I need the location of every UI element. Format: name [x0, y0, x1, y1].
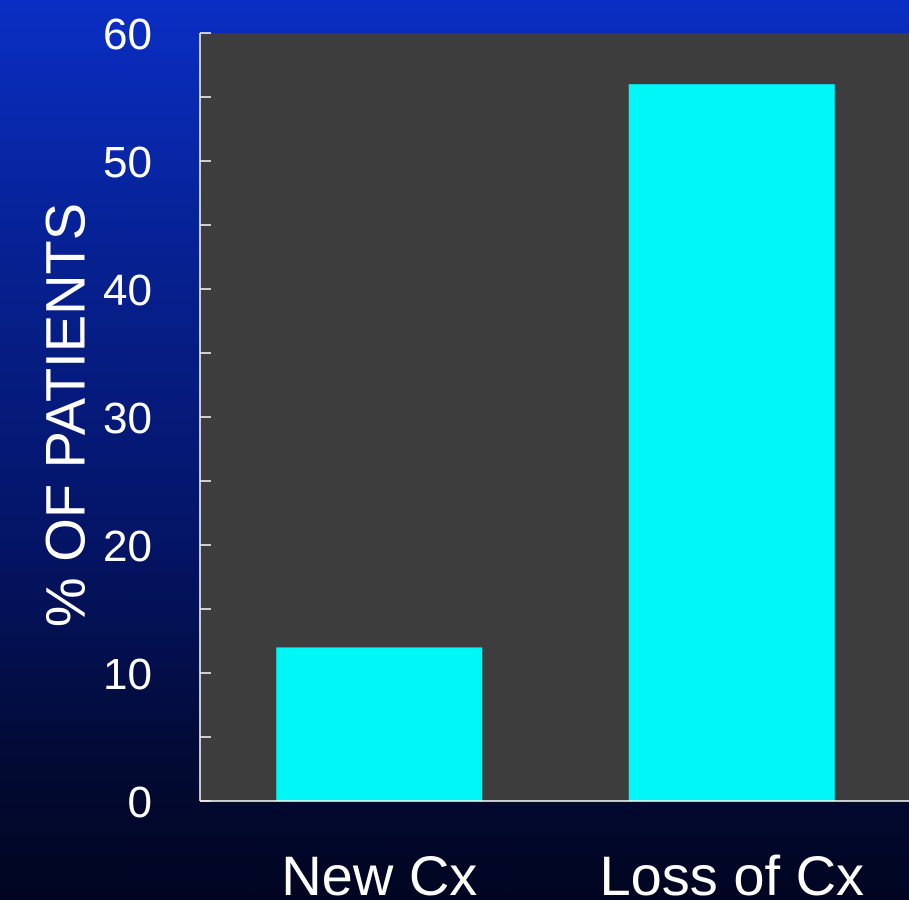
bar-new-cx [276, 647, 483, 801]
axes [199, 32, 909, 802]
y-tick-label: 40 [103, 266, 152, 315]
y-tick-label: 60 [103, 10, 152, 59]
x-category-labels: New Cx Loss of Cx [281, 844, 864, 900]
y-tick-label: 30 [103, 394, 152, 443]
x-category-label: New Cx [281, 844, 477, 900]
y-tick-label: 10 [103, 650, 152, 699]
y-tick-labels: 0 10 20 30 40 50 60 [103, 10, 152, 827]
bars [276, 84, 835, 801]
x-category-label: Loss of Cx [599, 844, 864, 900]
y-tick-label: 20 [103, 522, 152, 571]
y-axis-label: % OF PATIENTS [34, 203, 97, 627]
y-tick-label: 50 [103, 138, 152, 187]
bar-loss-of-cx [628, 84, 835, 801]
y-tick-label: 0 [128, 778, 152, 827]
